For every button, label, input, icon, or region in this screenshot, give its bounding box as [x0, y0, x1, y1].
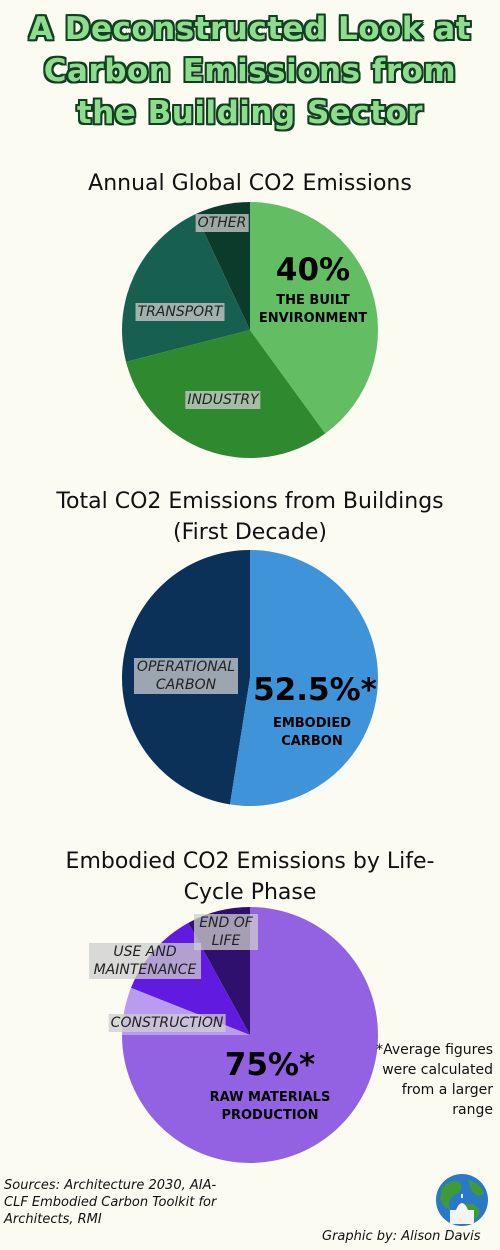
sources: Sources: Architecture 2030, AIA-CLF Embo…: [4, 1178, 217, 1227]
slice-label: CONSTRUCTION: [108, 1014, 226, 1032]
pie-slice: [229, 550, 378, 806]
value-label: 52.5%*: [253, 672, 377, 708]
chart-title: Annual Global CO2 Emissions: [88, 171, 412, 196]
pie-slice: [121, 214, 250, 362]
slice-label: INDUSTRY: [185, 391, 261, 409]
credit: Graphic by: Alison Davis: [322, 1229, 481, 1244]
main-title: A Deconstructed Look at Carbon Emissions…: [28, 11, 472, 131]
slice-label: OPERATIONAL CARBON: [134, 658, 238, 694]
slice-label: OTHER: [195, 214, 249, 232]
value-label: 75%*: [224, 1047, 316, 1083]
globe-icon: [436, 1174, 488, 1226]
slice-label: END OF LIFE: [194, 914, 258, 950]
chart-title: Embodied CO2 Emissions by Life-Cycle Pha…: [65, 849, 435, 905]
pie-slice: [195, 202, 250, 330]
slice-label: RAW MATERIALS PRODUCTION: [209, 1090, 331, 1123]
capitol: [450, 1194, 474, 1224]
slice-label: EMBODIED CARBON: [272, 716, 352, 749]
value-label: 40%: [275, 252, 351, 288]
chart-title: Total CO2 Emissions from Buildings (Firs…: [56, 489, 444, 545]
slice-label: USE AND MAINTENANCE: [89, 943, 201, 979]
pie-slice: [250, 202, 378, 434]
pie-slice: [122, 907, 378, 1163]
slice-label: THE BUILT ENVIRONMENT: [258, 293, 368, 326]
slice-label: TRANSPORT: [135, 303, 225, 321]
footnote: *Average figures were calculated from a …: [376, 1042, 493, 1118]
